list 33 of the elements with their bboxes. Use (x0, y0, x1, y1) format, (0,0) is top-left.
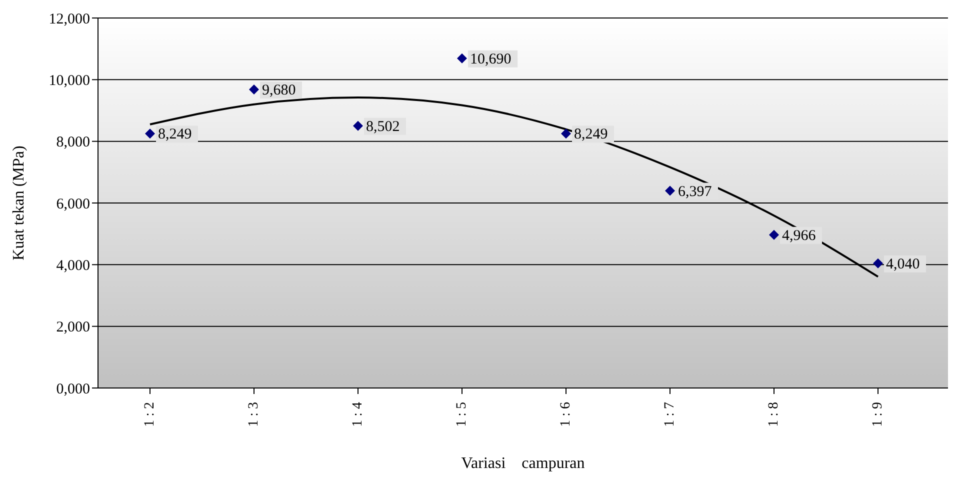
x-tick-label: 1 : 8 (766, 402, 782, 427)
y-tick-label: 8,000 (56, 134, 90, 151)
point (769, 230, 779, 240)
x-tick-label: 1 : 2 (142, 402, 158, 427)
point (353, 120, 363, 131)
y-tick-label: 12,000 (48, 11, 90, 28)
y-tick-label: 4,000 (56, 258, 90, 274)
x-axis-title: Variasi campuran (461, 455, 585, 472)
x-tick-label: 1 : 7 (662, 402, 678, 427)
point (145, 128, 155, 139)
data-label: 6,397 (678, 184, 712, 200)
data-label: 8,502 (366, 118, 400, 135)
x-tick-label: 1 : 3 (246, 402, 262, 427)
data-label: 8,249 (574, 126, 608, 143)
point (561, 128, 571, 139)
y-axis-title: Kuat tekan (MPa) (10, 146, 28, 260)
x-tick-label: 1 : 9 (870, 402, 886, 427)
y-tick-label: 0,000 (56, 381, 90, 398)
data-label: 4,040 (886, 256, 920, 272)
data-label: 10,690 (470, 51, 512, 68)
point (665, 186, 675, 196)
y-tick-label: 6,000 (56, 196, 90, 212)
y-tick-label: 10,000 (48, 72, 90, 89)
x-tick-label: 1 : 5 (454, 402, 470, 427)
x-tick-label: 1 : 4 (350, 402, 366, 427)
point (457, 53, 467, 64)
y-tick-label: 2,000 (56, 320, 90, 336)
data-label: 8,249 (158, 126, 192, 143)
point (873, 258, 883, 268)
data-label: 4,966 (782, 228, 816, 244)
x-tick-label: 1 : 6 (558, 402, 574, 427)
data-label: 9,680 (262, 82, 296, 99)
point (249, 84, 259, 95)
